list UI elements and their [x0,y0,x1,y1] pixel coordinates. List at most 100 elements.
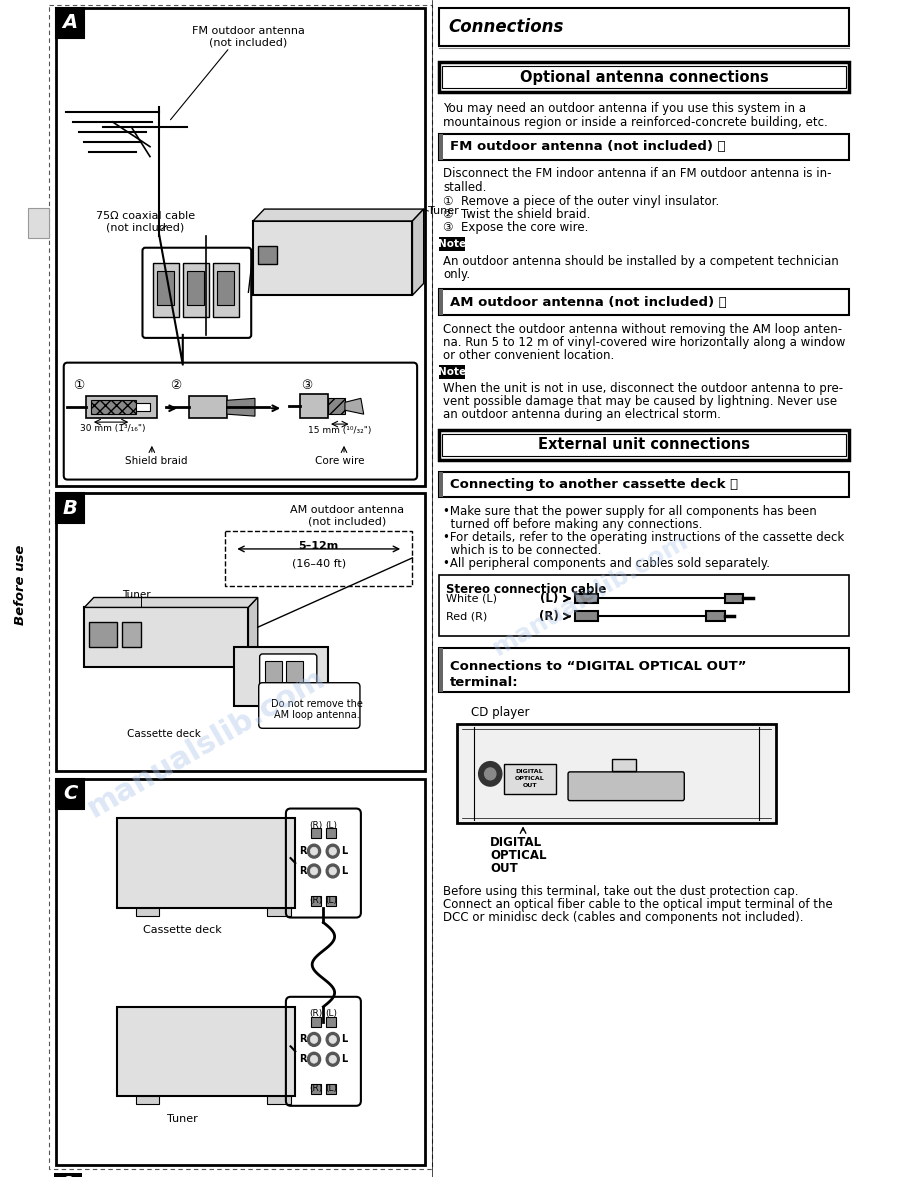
FancyBboxPatch shape [259,683,360,728]
Text: AM outdoor antenna: AM outdoor antenna [290,505,404,516]
Bar [118,1006,296,1095]
Text: L: L [341,1054,347,1064]
Text: You may need an outdoor antenna if you use this system in a: You may need an outdoor antenna if you u… [443,102,806,115]
Text: Tuner: Tuner [167,1113,198,1124]
Text: (R): (R) [309,1085,322,1093]
Text: Tuner: Tuner [121,589,151,600]
Bar [439,8,849,45]
Polygon shape [227,398,255,416]
Text: ③: ③ [301,379,312,392]
Text: (R): (R) [309,821,322,830]
FancyBboxPatch shape [63,362,417,480]
Circle shape [310,1055,318,1063]
Text: ②: ② [170,379,181,392]
Bar [439,472,443,498]
Text: R: R [299,866,307,876]
Circle shape [329,1036,337,1043]
Text: 30 mm (1³/₁₆"): 30 mm (1³/₁₆") [80,424,145,434]
Bar [56,493,84,523]
Circle shape [310,847,318,855]
Bar [187,271,205,305]
Text: turned off before making any connections.: turned off before making any connections… [443,518,703,531]
Text: 8: 8 [63,1175,73,1188]
Bar [218,271,234,305]
Bar [253,221,412,296]
Bar [265,661,282,689]
Text: Cassette deck: Cassette deck [143,925,222,935]
Text: When the unit is not in use, disconnect the outdoor antenna to pre-: When the unit is not in use, disconnect … [443,383,844,396]
Bar [442,67,845,88]
Bar [183,263,209,317]
Text: OUT: OUT [522,783,537,788]
Text: DIGITAL: DIGITAL [516,769,543,773]
Text: (not included): (not included) [106,223,185,233]
Bar [724,594,744,604]
Text: C: C [63,784,77,803]
Text: DIGITAL: DIGITAL [490,836,543,849]
Bar [442,434,845,456]
Text: Core wire: Core wire [315,456,364,466]
Circle shape [308,1032,320,1047]
Bar [575,612,598,621]
Circle shape [326,1053,340,1066]
Bar [439,647,849,691]
Text: Shield braid: Shield braid [125,456,188,466]
Text: Red (R): Red (R) [446,612,487,621]
Text: DCC or minidisc deck (cables and components not included).: DCC or minidisc deck (cables and compone… [443,911,804,923]
Text: vent possible damage that may be caused by lightning. Never use: vent possible damage that may be caused … [443,396,837,409]
Polygon shape [84,598,258,607]
Bar [267,1095,291,1104]
Text: OPTICAL: OPTICAL [515,776,544,781]
Text: Connect the outdoor antenna without removing the AM loop anten-: Connect the outdoor antenna without remo… [443,323,843,336]
Bar [439,290,443,315]
Bar [439,575,849,636]
Text: OPTICAL: OPTICAL [490,849,547,862]
Bar [56,779,425,1165]
Circle shape [479,762,501,785]
Bar [612,759,635,771]
Circle shape [308,1053,320,1066]
Text: ①  Remove a piece of the outer vinyl insulator.: ① Remove a piece of the outer vinyl insu… [443,195,720,208]
Bar [439,647,443,691]
Text: (R): (R) [309,896,322,905]
Text: (not included): (not included) [308,517,386,526]
Bar [56,8,425,486]
Bar [91,400,136,415]
FancyBboxPatch shape [260,653,317,700]
Bar [225,531,412,586]
Text: L: L [341,866,347,876]
Text: only.: only. [443,267,471,280]
Text: R: R [299,846,307,857]
Bar [328,398,345,415]
Text: 5–12m: 5–12m [298,541,339,551]
Text: (L): (L) [325,896,337,905]
Text: stalled.: stalled. [443,182,487,195]
Circle shape [308,864,320,878]
Bar [439,430,849,460]
Bar [439,365,465,379]
Circle shape [308,845,320,858]
Text: (R): (R) [309,1009,322,1018]
Text: (L): (L) [325,1085,337,1093]
Circle shape [329,1055,337,1063]
Bar [56,8,84,38]
Text: L: L [341,846,347,857]
Bar [54,1174,83,1188]
Bar [136,403,150,411]
Bar [234,647,328,707]
Text: (L): (L) [325,1009,337,1018]
Text: manualslib.com: manualslib.com [83,663,330,823]
Text: Optional antenna connections: Optional antenna connections [520,70,768,84]
Bar [56,493,425,771]
Text: R: R [299,1035,307,1044]
Bar [439,472,849,498]
Bar [326,896,336,905]
Text: terminal:: terminal: [450,676,519,689]
Bar [439,134,443,159]
Bar [28,208,49,238]
Polygon shape [412,209,424,296]
Circle shape [326,864,340,878]
Circle shape [326,845,340,858]
Text: or other convenient location.: or other convenient location. [443,349,615,362]
Bar [311,828,320,839]
